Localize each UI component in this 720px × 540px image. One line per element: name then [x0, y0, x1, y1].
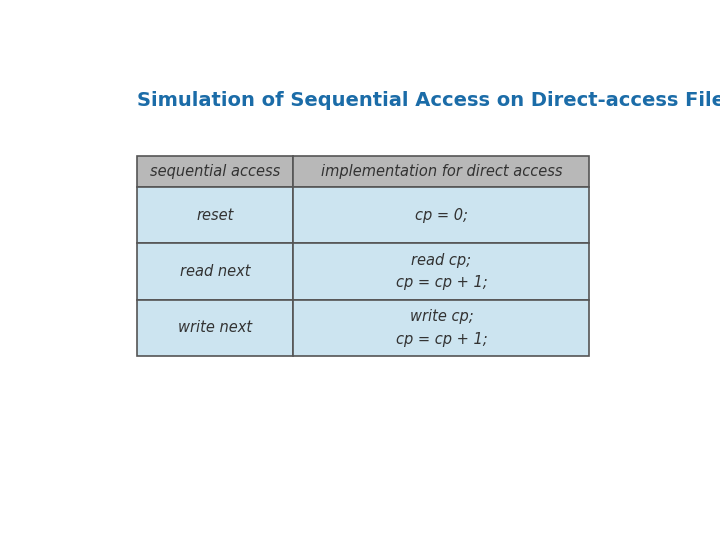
Text: write cp;: write cp;: [410, 309, 473, 324]
Text: cp = cp + 1;: cp = cp + 1;: [395, 332, 487, 347]
Text: Simulation of Sequential Access on Direct-access File: Simulation of Sequential Access on Direc…: [138, 91, 720, 110]
Text: write next: write next: [179, 320, 253, 335]
Text: cp = 0;: cp = 0;: [415, 208, 468, 223]
Bar: [293, 156, 590, 187]
Text: read next: read next: [180, 264, 251, 279]
Bar: [293, 300, 590, 356]
Bar: [138, 187, 293, 244]
Text: cp = cp + 1;: cp = cp + 1;: [395, 275, 487, 291]
Bar: [138, 300, 293, 356]
Bar: [138, 156, 293, 187]
Bar: [293, 244, 590, 300]
Text: sequential access: sequential access: [150, 164, 281, 179]
Bar: [138, 244, 293, 300]
Text: implementation for direct access: implementation for direct access: [320, 164, 562, 179]
Text: read cp;: read cp;: [411, 253, 472, 268]
Text: reset: reset: [197, 208, 234, 223]
Bar: [293, 187, 590, 244]
